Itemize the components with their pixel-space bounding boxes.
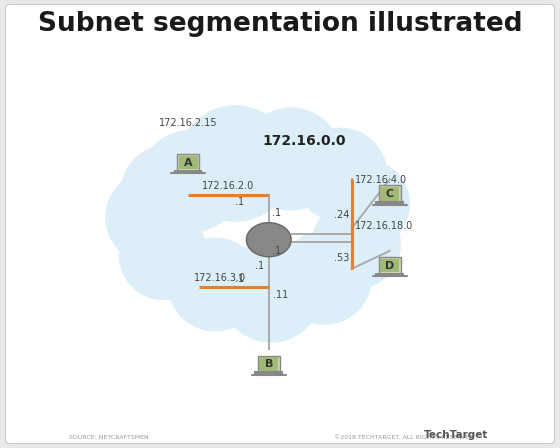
Circle shape: [168, 237, 262, 332]
Text: TechTarget: TechTarget: [424, 430, 488, 440]
Ellipse shape: [246, 223, 291, 257]
Circle shape: [293, 128, 388, 222]
Text: A: A: [184, 158, 193, 168]
Circle shape: [177, 105, 293, 222]
Circle shape: [278, 231, 372, 325]
Text: .1: .1: [272, 208, 282, 218]
FancyBboxPatch shape: [254, 371, 283, 375]
Text: D: D: [385, 261, 394, 271]
Text: 172.16.2.0: 172.16.2.0: [202, 181, 255, 191]
Text: C: C: [386, 189, 394, 199]
Circle shape: [121, 146, 211, 235]
Circle shape: [320, 159, 410, 249]
Text: SOURCE: NETCRAFTSMEN: SOURCE: NETCRAFTSMEN: [69, 435, 149, 440]
FancyBboxPatch shape: [258, 356, 280, 373]
FancyBboxPatch shape: [379, 185, 401, 202]
Text: .1: .1: [255, 261, 264, 271]
FancyBboxPatch shape: [259, 358, 278, 371]
Circle shape: [220, 240, 323, 343]
Circle shape: [139, 130, 242, 233]
Text: .53: .53: [334, 253, 349, 263]
FancyBboxPatch shape: [375, 273, 404, 276]
Text: .1: .1: [272, 246, 282, 256]
Text: 172.16.3.0: 172.16.3.0: [193, 273, 246, 283]
FancyBboxPatch shape: [179, 156, 198, 169]
Text: .24: .24: [334, 210, 349, 220]
Text: .11: .11: [273, 290, 288, 300]
FancyBboxPatch shape: [379, 257, 401, 274]
Circle shape: [105, 170, 199, 264]
FancyBboxPatch shape: [174, 170, 203, 173]
Text: 172.16.0.0: 172.16.0.0: [263, 134, 347, 148]
Circle shape: [311, 199, 401, 289]
FancyBboxPatch shape: [380, 259, 399, 272]
Circle shape: [119, 211, 208, 300]
Circle shape: [240, 108, 343, 211]
Text: B: B: [265, 359, 273, 369]
Text: 172.16.18.0: 172.16.18.0: [355, 221, 413, 231]
Text: 172.16.4.0: 172.16.4.0: [355, 175, 407, 185]
Text: .1: .1: [235, 197, 244, 207]
Text: Subnet segmentation illustrated: Subnet segmentation illustrated: [38, 11, 522, 37]
Text: 172.16.2.15: 172.16.2.15: [159, 118, 217, 128]
Text: .1: .1: [235, 275, 244, 284]
Text: ©2018 TECHTARGET. ALL RIGHTS RESERVED: ©2018 TECHTARGET. ALL RIGHTS RESERVED: [334, 435, 474, 440]
FancyBboxPatch shape: [380, 187, 399, 201]
FancyBboxPatch shape: [375, 201, 404, 205]
FancyBboxPatch shape: [177, 154, 199, 171]
